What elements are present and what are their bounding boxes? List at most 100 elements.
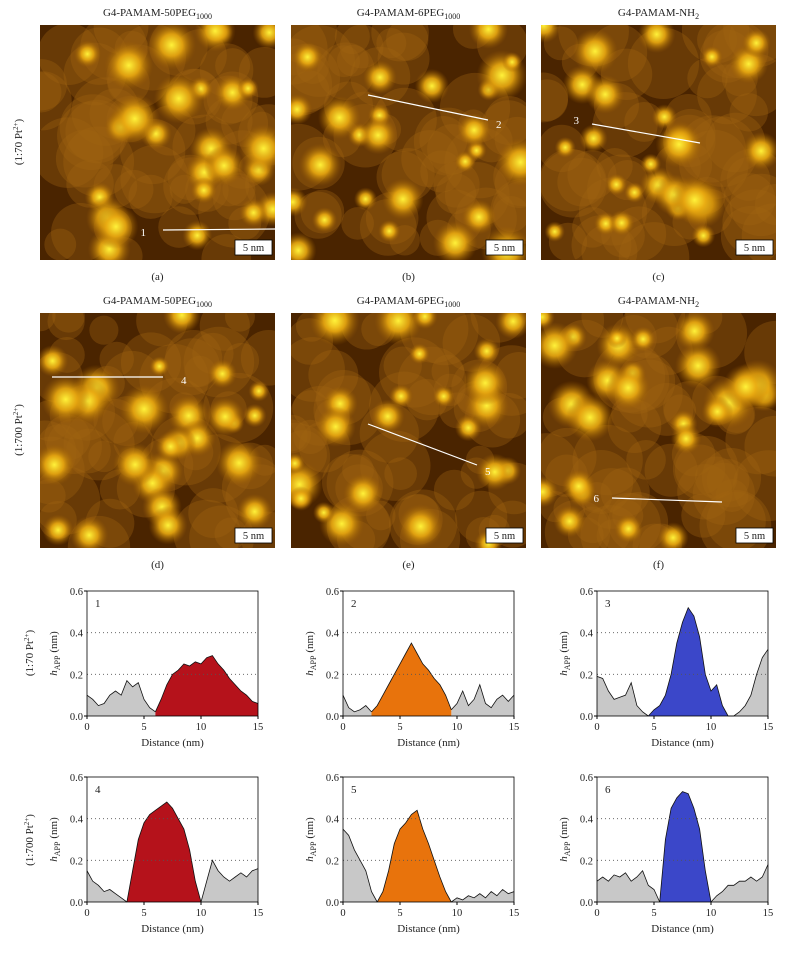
profile-trace xyxy=(342,828,515,903)
x-tick-label: 5 xyxy=(651,908,656,919)
profile-line xyxy=(162,228,276,231)
scale-box xyxy=(234,527,273,544)
afm-blob xyxy=(119,384,169,434)
afm-haze xyxy=(291,419,308,452)
x-axis-label: Distance (nm) xyxy=(397,923,460,935)
afm-haze xyxy=(40,71,72,131)
afm-blob xyxy=(614,514,643,544)
afm-blob xyxy=(501,51,523,73)
afm-haze xyxy=(386,25,429,61)
x-tick-label: 10 xyxy=(196,908,207,919)
afm-haze xyxy=(433,161,480,208)
afm-haze xyxy=(88,440,120,473)
afm-blob xyxy=(640,153,662,175)
afm-blob xyxy=(674,342,722,389)
panel-label: (c) xyxy=(652,271,665,283)
afm-blob xyxy=(215,439,263,487)
y-axis-label: hAPP (nm) xyxy=(48,631,62,676)
afm-blob xyxy=(40,345,69,377)
afm-haze xyxy=(677,464,733,520)
afm-blob xyxy=(553,505,586,538)
row-label: (1:700 Pt2+) xyxy=(12,404,25,456)
afm-haze xyxy=(687,116,758,187)
title-subscript: 2 xyxy=(695,300,699,309)
x-tick-label: 5 xyxy=(397,722,402,733)
afm-blob xyxy=(457,113,492,148)
afm-blob xyxy=(42,514,74,546)
x-tick-label: 0 xyxy=(84,908,89,919)
chart-number: 4 xyxy=(95,784,101,796)
row-label: (1:70 Pt2+) xyxy=(12,119,25,166)
afm-haze xyxy=(706,458,750,502)
afm-blob xyxy=(291,453,306,474)
afm-haze xyxy=(541,148,602,212)
afm-haze xyxy=(215,48,251,84)
x-tick-label: 5 xyxy=(141,722,146,733)
panel-title: G4-PAMAM-6PEG1000 xyxy=(357,295,461,309)
afm-haze xyxy=(435,173,477,214)
afm-blob xyxy=(606,365,651,410)
title-subscript: 1000 xyxy=(444,300,460,309)
y-tick-label: 0.2 xyxy=(70,670,83,681)
afm-haze xyxy=(567,150,617,200)
afm-haze xyxy=(291,414,312,454)
area-fill xyxy=(343,684,514,716)
afm-haze xyxy=(607,399,662,454)
afm-blob xyxy=(93,204,139,250)
y-axis-label: hAPP (nm) xyxy=(304,817,318,862)
afm-blob xyxy=(572,28,618,75)
x-tick-label: 15 xyxy=(253,908,264,919)
afm-haze xyxy=(44,228,77,260)
afm-blob xyxy=(343,473,384,514)
y-label-subscript: APP xyxy=(563,655,572,670)
afm-haze xyxy=(541,149,607,218)
y-tick-label: 0.4 xyxy=(70,629,84,640)
afm-blob xyxy=(291,232,317,260)
row-label-text: (1:70 Pt xyxy=(24,641,36,676)
afm-blob xyxy=(149,356,170,377)
afm-haze xyxy=(328,45,360,78)
afm-haze xyxy=(40,25,100,85)
row-label: (1:700 Pt2+) xyxy=(23,814,36,866)
afm-blob xyxy=(624,182,645,203)
afm-blob xyxy=(70,516,109,548)
profile-trace xyxy=(596,864,769,903)
afm-haze xyxy=(596,148,633,185)
afm-haze xyxy=(52,313,85,333)
afm-haze xyxy=(715,479,749,513)
title-text: G4-PAMAM-NH xyxy=(618,7,695,19)
afm-haze xyxy=(120,144,189,214)
afm-blob xyxy=(544,221,565,242)
row-label-text: (1:70 Pt xyxy=(13,130,25,165)
afm-blob xyxy=(414,68,450,104)
y-label-unit: (nm) xyxy=(304,817,316,839)
afm-blob xyxy=(113,442,158,487)
afm-haze xyxy=(47,313,85,341)
panel-label: (e) xyxy=(402,559,415,571)
y-label-symbol: h xyxy=(558,856,570,862)
x-axis-label: Distance (nm) xyxy=(651,737,714,749)
area-fill xyxy=(343,829,514,902)
y-tick-label: 0.4 xyxy=(580,815,594,826)
afm-blob xyxy=(432,385,455,408)
area-fill xyxy=(377,810,452,902)
afm-blob xyxy=(236,493,273,530)
afm-blob xyxy=(374,313,423,345)
afm-haze xyxy=(444,127,516,199)
chart-number: 1 xyxy=(95,598,101,610)
area-fill xyxy=(155,655,258,716)
y-axis-label: hAPP (nm) xyxy=(558,631,572,676)
y-tick-label: 0.2 xyxy=(326,670,339,681)
x-tick-label: 0 xyxy=(340,908,345,919)
afm-haze xyxy=(723,173,776,226)
afm-blob xyxy=(691,223,716,248)
profile-trace xyxy=(86,679,156,713)
afm-texture xyxy=(541,313,776,548)
afm-blob xyxy=(585,74,625,114)
panel-title: G4-PAMAM-6PEG1000 xyxy=(357,7,461,21)
afm-blob xyxy=(476,453,514,491)
afm-blob xyxy=(313,501,335,524)
afm-blob xyxy=(462,360,508,406)
profile-trace xyxy=(648,606,729,717)
afm-haze xyxy=(729,173,776,237)
